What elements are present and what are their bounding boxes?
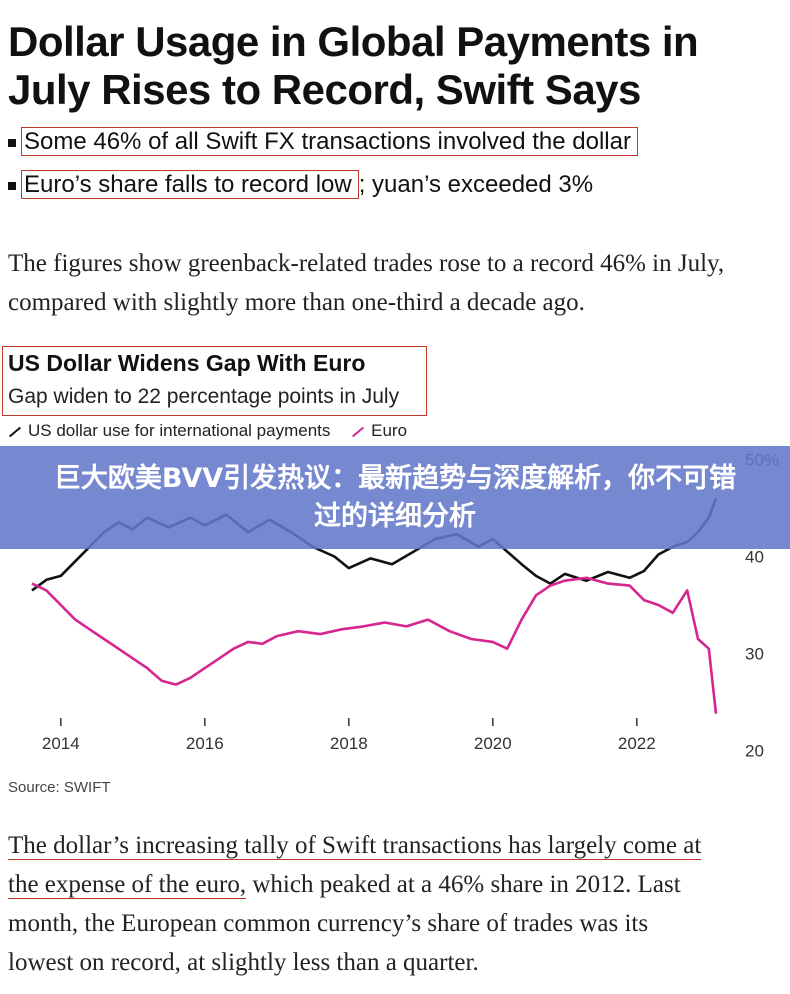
chart-title-highlight-box [2,346,427,416]
legend-marker-dollar [8,426,22,437]
series-line-euro [31,576,718,714]
promo-overlay-text[interactable]: 巨大欧美BVV引发热议：最新趋势与深度解析，你不可错过的详细分析 [53,462,737,532]
legend-label-dollar: US dollar use for international payments [28,421,331,440]
x-tick-label: 2018 [330,734,368,753]
chart-legend: US dollar use for international payments… [8,421,423,441]
paragraph-2-line-2: the expense of the euro, which peaked at… [8,865,783,904]
legend-item-euro: Euro [351,421,407,441]
paragraph-2: The dollar’s increasing tally of Swift t… [8,826,783,982]
paragraph-2-line-4: lowest on record, at slightly less than … [8,949,479,976]
x-tick-label: 2016 [186,734,224,753]
paragraph-2-line-1: The dollar’s increasing tally of Swift t… [8,826,783,865]
chart-title: US Dollar Widens Gap With Euro [8,350,366,376]
bullet-1-boxed-text: Some 46% of all Swift FX transactions in… [21,127,638,156]
paragraph-2-line-1-text: The dollar’s increasing tally of Swift t… [8,832,702,860]
bullet-marker [8,138,16,147]
bullet-marker [8,181,16,190]
bullet-2-rest: ; yuan’s exceeded 3% [358,171,594,198]
legend-item-dollar: US dollar use for international payments [8,421,330,441]
x-tick-label: 2022 [618,734,656,753]
paragraph-2-line-2-rest: which peaked at a 46% share in 2012. Las… [246,871,681,898]
y-tick-label: 20 [745,742,764,761]
headline: Dollar Usage in Global Payments in July … [8,18,699,113]
paragraph-2-underlined-text: the expense of the euro, [8,871,247,899]
legend-label-euro: Euro [371,421,408,440]
chart-subtitle: Gap widen to 22 percentage points in Jul… [8,385,400,408]
bullet-2: Euro’s share falls to record low; yuan’s… [8,170,593,200]
bullet-1: Some 46% of all Swift FX transactions in… [8,127,638,157]
paragraph-1: The figures show greenback-related trade… [8,250,725,316]
chart-source: Source: SWIFT [8,779,111,796]
y-tick-label: 40 [745,547,764,566]
x-tick-label: 2020 [474,734,512,753]
bullet-2-boxed-text: Euro’s share falls to record low [21,170,359,199]
promo-overlay-banner[interactable]: 巨大欧美BVV引发热议：最新趋势与深度解析，你不可错过的详细分析 [0,446,790,549]
legend-marker-euro [352,426,365,437]
y-tick-label: 30 [745,645,764,664]
paragraph-2-line-3: month, the European common currency’s sh… [8,910,649,937]
x-tick-label: 2014 [42,734,80,753]
